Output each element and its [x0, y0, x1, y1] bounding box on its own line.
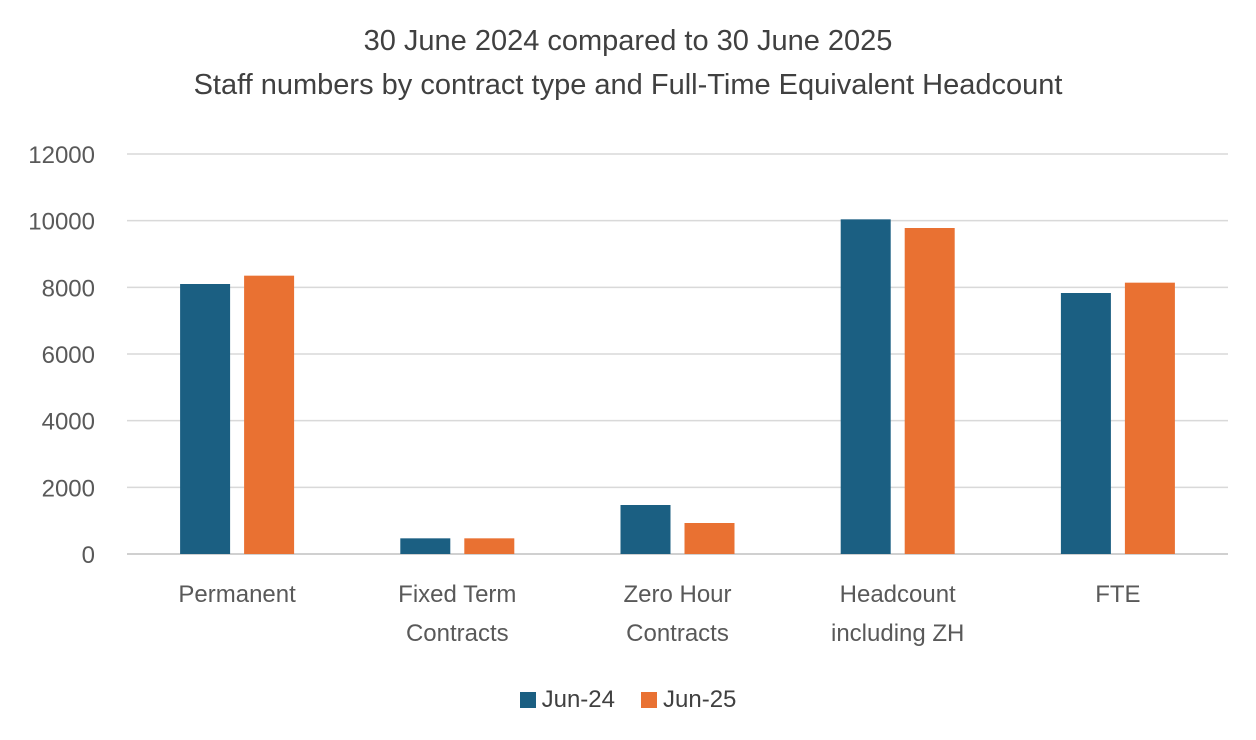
bar-jun-25-fixed-term-contracts: [464, 538, 515, 554]
x-category-label-line: including ZH: [831, 620, 964, 647]
x-category-label: Fixed Term Contracts: [398, 581, 516, 647]
x-category-label-line: Headcount: [840, 581, 956, 608]
x-category-label: Zero Hour Contracts: [623, 581, 731, 647]
y-tick-label: 10000: [28, 209, 95, 236]
y-tick-label: 4000: [42, 409, 95, 436]
x-category-label-line: Contracts: [406, 620, 509, 647]
bar-jun-24-fte: [1060, 293, 1111, 554]
legend-swatch-jun-25: [641, 692, 657, 708]
legend-label-jun-24: Jun-24: [541, 686, 615, 713]
x-category-label: FTE: [1095, 581, 1140, 608]
bar-jun-25-fte: [1124, 282, 1175, 554]
legend-item-jun-25: Jun-25: [641, 686, 736, 714]
bar-jun-25-permanent: [244, 275, 295, 554]
legend-label-jun-25: Jun-25: [663, 686, 737, 713]
y-tick-label: 0: [82, 542, 95, 569]
x-category-label-line: Permanent: [178, 581, 296, 608]
bar-jun-24-zero-hour-contracts: [620, 505, 671, 554]
y-tick-label: 12000: [28, 142, 95, 169]
x-category-label-line: Contracts: [626, 620, 729, 647]
x-category-label-line: Fixed Term: [398, 581, 516, 608]
bar-jun-24-headcount-including-zh: [840, 219, 891, 555]
legend-item-jun-24: Jun-24: [519, 686, 615, 714]
y-tick-label: 2000: [42, 475, 95, 502]
chart-title-line-2: Staff numbers by contract type and Full-…: [193, 69, 1063, 101]
x-category-label: Permanent: [178, 581, 296, 608]
bar-jun-25-headcount-including-zh: [904, 228, 955, 554]
y-tick-label: 6000: [42, 342, 95, 369]
x-category-label: Headcount including ZH: [831, 581, 964, 647]
bar-jun-24-permanent: [180, 284, 231, 554]
y-tick-label: 8000: [42, 275, 95, 302]
legend: Jun-24 Jun-25: [0, 686, 1256, 714]
bar-jun-25-zero-hour-contracts: [684, 523, 735, 554]
bar-jun-24-fixed-term-contracts: [400, 538, 451, 554]
x-category-label-line: Zero Hour: [623, 581, 731, 608]
x-category-label-line: FTE: [1095, 581, 1140, 608]
chart-title-line-1: 30 June 2024 compared to 30 June 2025: [363, 25, 893, 57]
legend-swatch-jun-24: [519, 692, 536, 708]
